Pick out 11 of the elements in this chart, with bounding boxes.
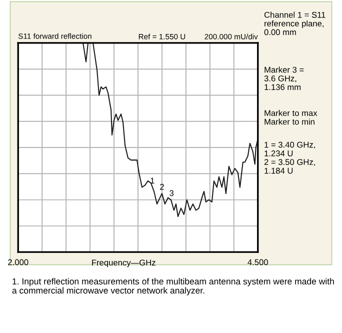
- text: Marker 3 = 3.6 GHz, 1.136 mm: [264, 66, 304, 90]
- text: 1 = 3.40 GHz, 1.234 U 2 = 3.50 GHz, 1.184 U: [264, 142, 315, 174]
- text: Marker to max Marker to min: [264, 110, 318, 125]
- annotation: 1: [150, 178, 154, 184]
- text: Channel 1 = S11 reference plane, 0.00 mm: [264, 12, 326, 36]
- annotation: 3: [170, 190, 174, 196]
- annotation: 2: [160, 184, 164, 190]
- x-tick-label: 4.500: [248, 259, 268, 266]
- x-axis-title: Frequency—GHz: [92, 260, 156, 268]
- x-tick-label: 2.000: [8, 259, 28, 266]
- text: 1. Input reflection measurements of the multibeam antenna system were made with a commercial microwave vector network analyzer.: [12, 278, 334, 296]
